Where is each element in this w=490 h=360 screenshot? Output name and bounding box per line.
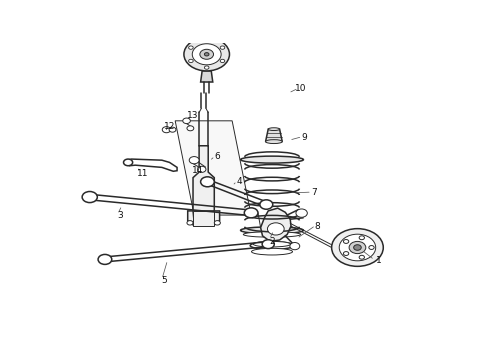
Circle shape bbox=[98, 255, 112, 264]
Circle shape bbox=[192, 44, 221, 65]
Ellipse shape bbox=[268, 128, 280, 131]
Circle shape bbox=[169, 127, 176, 132]
Ellipse shape bbox=[241, 227, 303, 234]
Circle shape bbox=[262, 240, 274, 249]
Text: 1: 1 bbox=[375, 256, 381, 265]
Ellipse shape bbox=[251, 248, 293, 255]
Circle shape bbox=[123, 159, 133, 166]
Circle shape bbox=[349, 242, 366, 253]
Circle shape bbox=[204, 66, 209, 69]
Polygon shape bbox=[175, 121, 251, 215]
Circle shape bbox=[197, 166, 206, 172]
Text: 9: 9 bbox=[301, 133, 307, 142]
Circle shape bbox=[214, 221, 220, 225]
Circle shape bbox=[245, 208, 258, 218]
Text: 8: 8 bbox=[315, 222, 320, 231]
Circle shape bbox=[359, 236, 365, 240]
Circle shape bbox=[162, 127, 171, 133]
Polygon shape bbox=[266, 129, 282, 141]
Text: 7: 7 bbox=[311, 188, 317, 197]
Text: 12: 12 bbox=[164, 122, 175, 131]
Circle shape bbox=[354, 245, 361, 250]
Circle shape bbox=[82, 192, 98, 203]
Polygon shape bbox=[193, 146, 214, 211]
Polygon shape bbox=[128, 159, 177, 171]
Circle shape bbox=[369, 246, 374, 249]
Circle shape bbox=[189, 46, 193, 49]
Circle shape bbox=[296, 209, 307, 217]
Text: 4: 4 bbox=[237, 177, 243, 186]
Circle shape bbox=[260, 200, 273, 209]
Circle shape bbox=[183, 118, 190, 123]
Circle shape bbox=[204, 53, 209, 56]
Circle shape bbox=[220, 59, 225, 63]
Text: 3: 3 bbox=[117, 211, 123, 220]
Circle shape bbox=[184, 38, 229, 71]
Circle shape bbox=[332, 229, 383, 266]
Circle shape bbox=[343, 239, 349, 243]
Circle shape bbox=[339, 234, 376, 261]
Ellipse shape bbox=[266, 140, 282, 144]
Circle shape bbox=[343, 252, 349, 256]
Circle shape bbox=[189, 59, 193, 63]
Text: 5: 5 bbox=[161, 276, 167, 285]
Text: 6: 6 bbox=[214, 152, 220, 161]
Ellipse shape bbox=[250, 242, 294, 249]
Circle shape bbox=[200, 177, 214, 187]
Circle shape bbox=[220, 46, 225, 49]
Text: 11: 11 bbox=[137, 169, 148, 178]
Ellipse shape bbox=[253, 242, 291, 247]
Polygon shape bbox=[261, 208, 291, 242]
Circle shape bbox=[359, 255, 365, 259]
Ellipse shape bbox=[241, 156, 303, 163]
Polygon shape bbox=[213, 211, 220, 226]
Text: 14: 14 bbox=[192, 166, 204, 175]
Circle shape bbox=[290, 243, 300, 250]
Text: 13: 13 bbox=[187, 111, 198, 120]
Circle shape bbox=[187, 221, 193, 225]
Polygon shape bbox=[193, 211, 214, 226]
Text: 10: 10 bbox=[295, 85, 306, 94]
Polygon shape bbox=[200, 71, 213, 82]
Circle shape bbox=[200, 49, 214, 59]
Text: 2: 2 bbox=[269, 237, 275, 246]
Polygon shape bbox=[188, 211, 195, 226]
Ellipse shape bbox=[244, 232, 301, 237]
Circle shape bbox=[187, 126, 194, 131]
Circle shape bbox=[268, 223, 284, 235]
Circle shape bbox=[204, 39, 209, 42]
Circle shape bbox=[189, 157, 199, 164]
